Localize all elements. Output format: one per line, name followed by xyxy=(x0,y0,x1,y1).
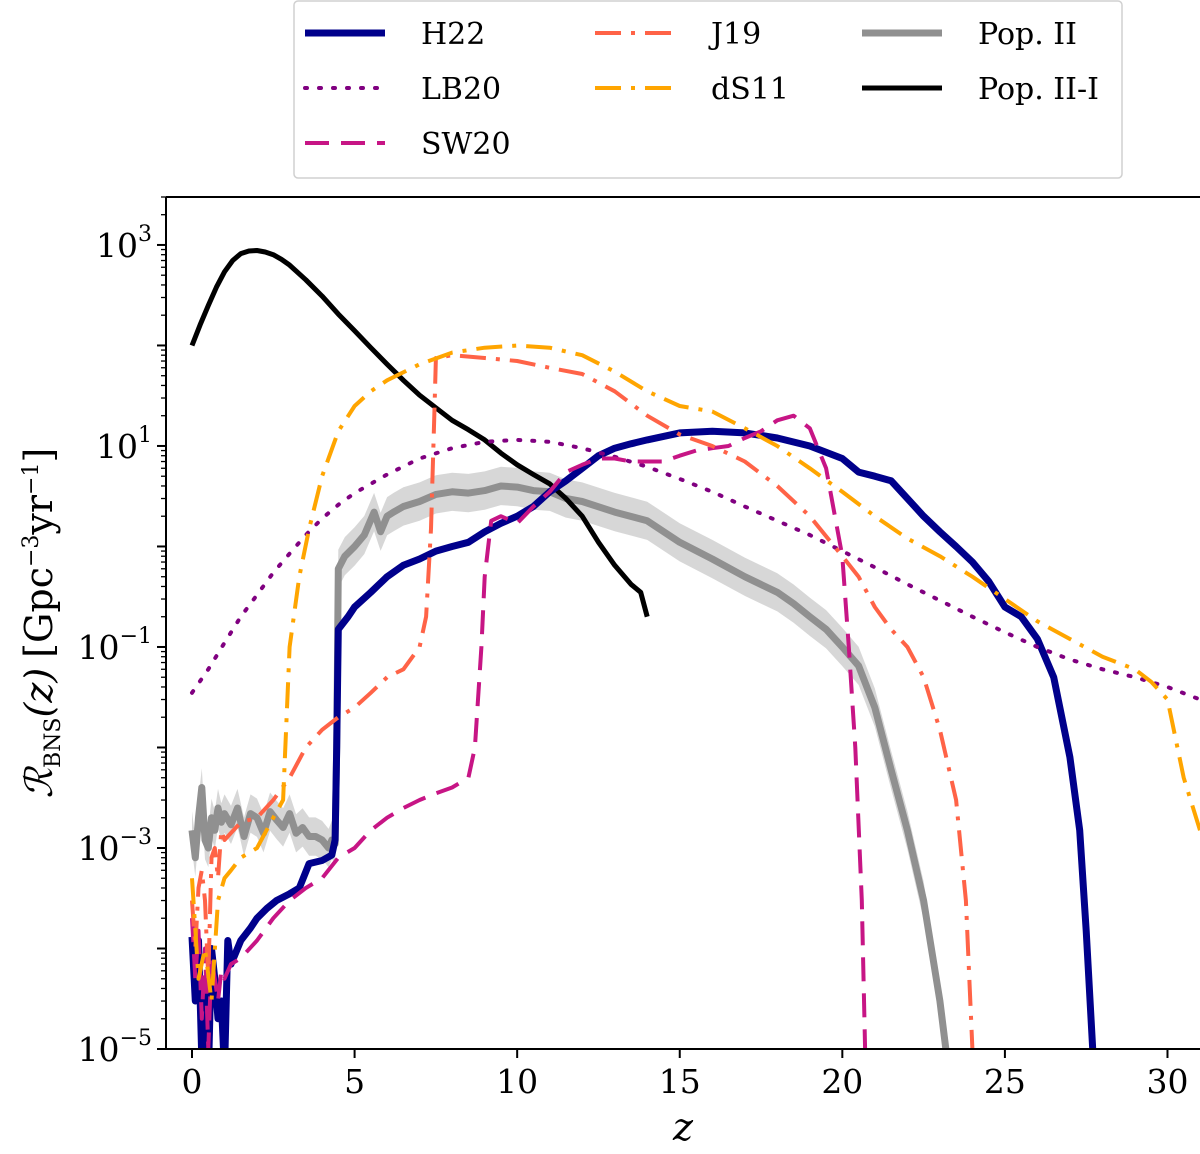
series-line-sw20 xyxy=(190,413,868,1049)
y-axis-label-unit-open: [Gpc xyxy=(17,567,61,658)
legend-label: LB20 xyxy=(421,72,501,107)
legend-label: H22 xyxy=(421,17,485,52)
x-tick-label: 15 xyxy=(659,1062,701,1101)
series-line-pop-ii-i xyxy=(189,248,650,618)
series-line-ds11 xyxy=(190,343,1200,1003)
y-tick-label: 10−1 xyxy=(78,624,152,667)
series-band-pop-ii xyxy=(192,466,949,1049)
x-axis-label: z xyxy=(672,1105,694,1149)
x-tick-label: 20 xyxy=(821,1062,863,1101)
legend-label: Pop. II xyxy=(978,17,1077,52)
legend-label: Pop. II-I xyxy=(978,72,1099,107)
y-axis-label-exp2: −1 xyxy=(19,463,44,495)
y-axis: 10−5 10−3 10−1 101 103 xyxy=(78,196,166,1069)
y-axis-label-sub: BNS xyxy=(41,717,66,768)
y-tick-label: 101 xyxy=(96,423,152,466)
y-axis-label-arg: (z) xyxy=(17,668,61,718)
series-line-h22 xyxy=(188,427,1097,1049)
y-tick-label: 10−3 xyxy=(78,825,152,868)
x-tick-label: 5 xyxy=(344,1062,365,1101)
legend-label: J19 xyxy=(708,17,761,52)
legend-item-j19: J19 xyxy=(595,17,761,52)
legend-item-sw20: SW20 xyxy=(305,127,511,162)
legend-item-pop-ii-i: Pop. II-I xyxy=(862,72,1099,107)
legend-item-pop-ii: Pop. II xyxy=(862,17,1077,52)
y-axis-label-exp1: −3 xyxy=(19,535,44,567)
legend-item-ds11: dS11 xyxy=(595,72,789,107)
y-axis-label-unit-mid: yr xyxy=(17,494,61,535)
legend-item-lb20: LB20 xyxy=(303,72,501,107)
plot-frame xyxy=(165,196,1200,1050)
legend-label: dS11 xyxy=(711,72,789,107)
legend-frame xyxy=(293,0,1123,179)
y-axis-label-unit-close: ] xyxy=(17,448,61,463)
x-tick-label: 10 xyxy=(496,1062,538,1101)
y-tick-label: 10−5 xyxy=(78,1026,152,1069)
x-axis: 0 5 10 15 20 25 30 xyxy=(182,1049,1188,1101)
y-axis-label-symbol: ℛ xyxy=(17,765,61,798)
legend-item-h22: H22 xyxy=(305,17,485,52)
legend: H22 LB20 SW20 J19 dS11 Pop. II Pop. II-I xyxy=(293,0,1123,179)
x-tick-label: 25 xyxy=(984,1062,1026,1101)
y-tick-label: 103 xyxy=(96,222,152,265)
x-tick-label: 30 xyxy=(1146,1062,1188,1101)
x-tick-label: 0 xyxy=(182,1062,203,1101)
series-line-j19 xyxy=(190,353,975,1049)
y-axis-label: ℛBNS(z) [Gpc−3yr−1] xyxy=(17,448,66,799)
legend-label: SW20 xyxy=(421,127,511,162)
series-line-pop-ii xyxy=(188,482,950,1049)
